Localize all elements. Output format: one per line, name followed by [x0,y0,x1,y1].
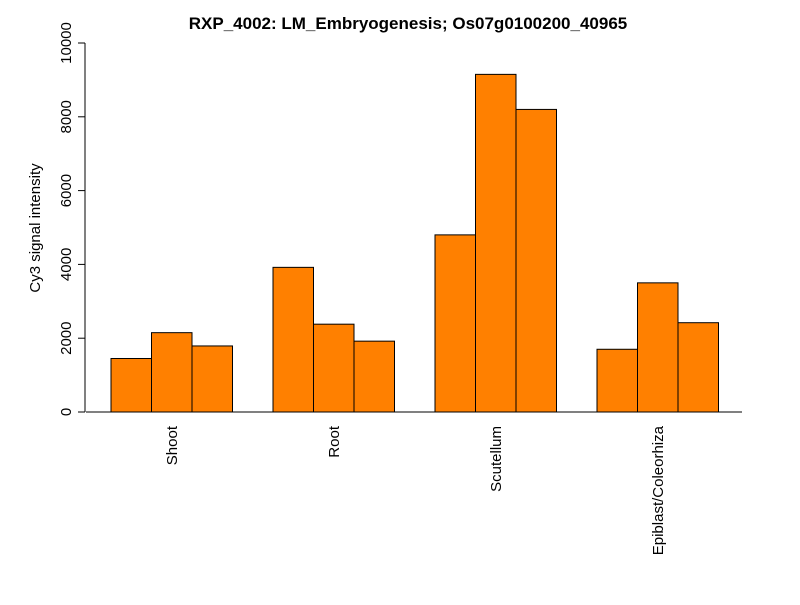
chart-title: RXP_4002: LM_Embryogenesis; Os07g0100200… [189,14,627,33]
bars [110,73,719,413]
bar [191,345,233,413]
bar [313,323,355,413]
bar [151,332,193,413]
category-label: Shoot [164,425,181,465]
bar [596,348,638,413]
y-tick-label: 2000 [58,322,75,355]
y-axis-label: Cy3 signal intensity [27,163,44,293]
y-axis: 0 2000 4000 6000 8000 10000 [58,22,86,416]
category-labels: Shoot Root Scutellum Epiblast/Coleorhiza [164,425,667,555]
bar [272,266,314,413]
category-label: Scutellum [488,426,505,492]
bar [353,340,395,413]
bar [677,322,719,413]
y-tick-label: 8000 [58,100,75,133]
y-tick-label: 10000 [58,22,75,64]
bar [475,73,517,413]
category-label: Epiblast/Coleorhiza [650,425,667,555]
bar [110,357,152,413]
y-tick-label: 4000 [58,248,75,281]
bar [434,234,476,413]
y-tick-label: 6000 [58,174,75,207]
category-label: Root [326,425,343,458]
y-tick-label: 0 [58,408,75,416]
bar [637,282,679,413]
bar [515,108,557,413]
